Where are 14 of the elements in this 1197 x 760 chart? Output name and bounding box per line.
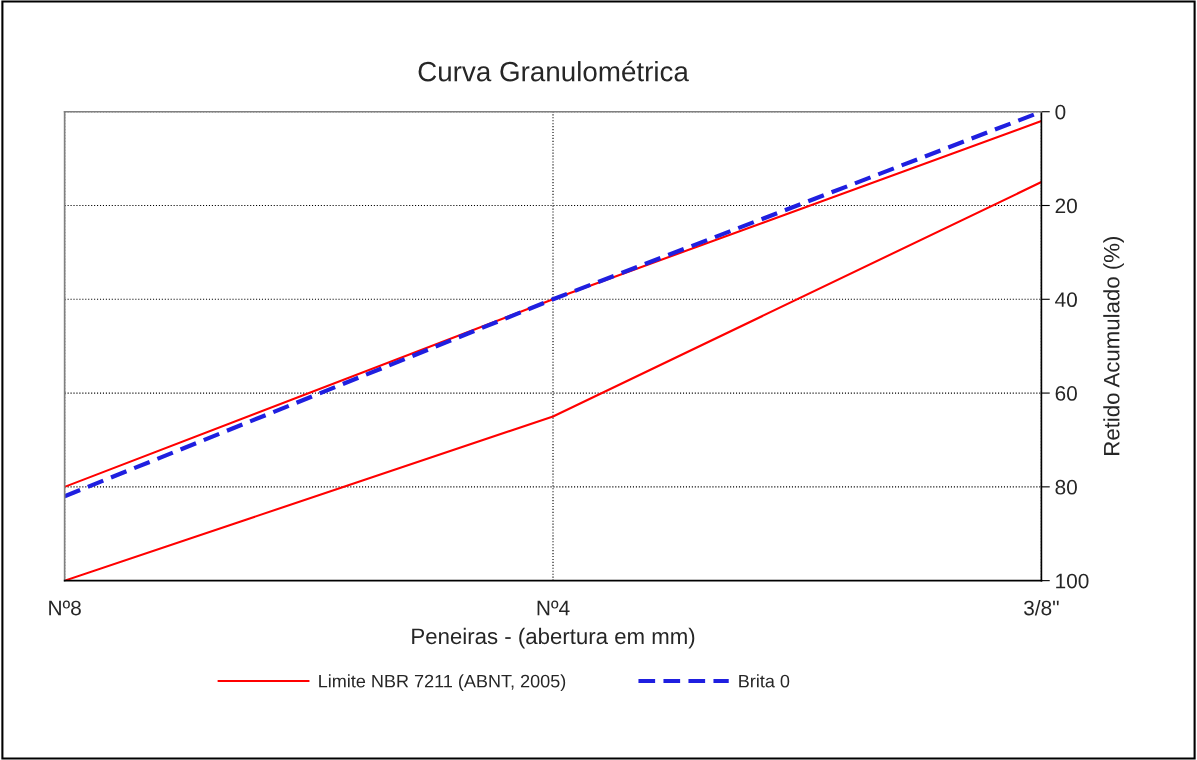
x-tick-label: Nº8 xyxy=(49,600,81,616)
y-tick-label: 100 xyxy=(1056,573,1089,589)
y-tick-label: 80 xyxy=(1055,479,1077,495)
x-axis-title: Peneiras - (abertura em mm) xyxy=(412,627,695,649)
y-tick-label: 40 xyxy=(1055,292,1077,308)
legend-label: Brita 0 xyxy=(739,674,790,688)
x-tick-label: Nº4 xyxy=(537,600,570,616)
y-tick-label: 20 xyxy=(1055,198,1077,214)
legend-label: Limite NBR 7211 (ABNT, 2005) xyxy=(319,674,566,692)
y-tick-label: 60 xyxy=(1055,386,1077,401)
y-tick-label: 0 xyxy=(1055,104,1066,120)
chart-title: Curva Granulométrica xyxy=(418,60,689,82)
x-tick-label: 3/8" xyxy=(1024,600,1059,616)
y-axis-title: Retido Acumulado (%) xyxy=(1103,237,1124,455)
